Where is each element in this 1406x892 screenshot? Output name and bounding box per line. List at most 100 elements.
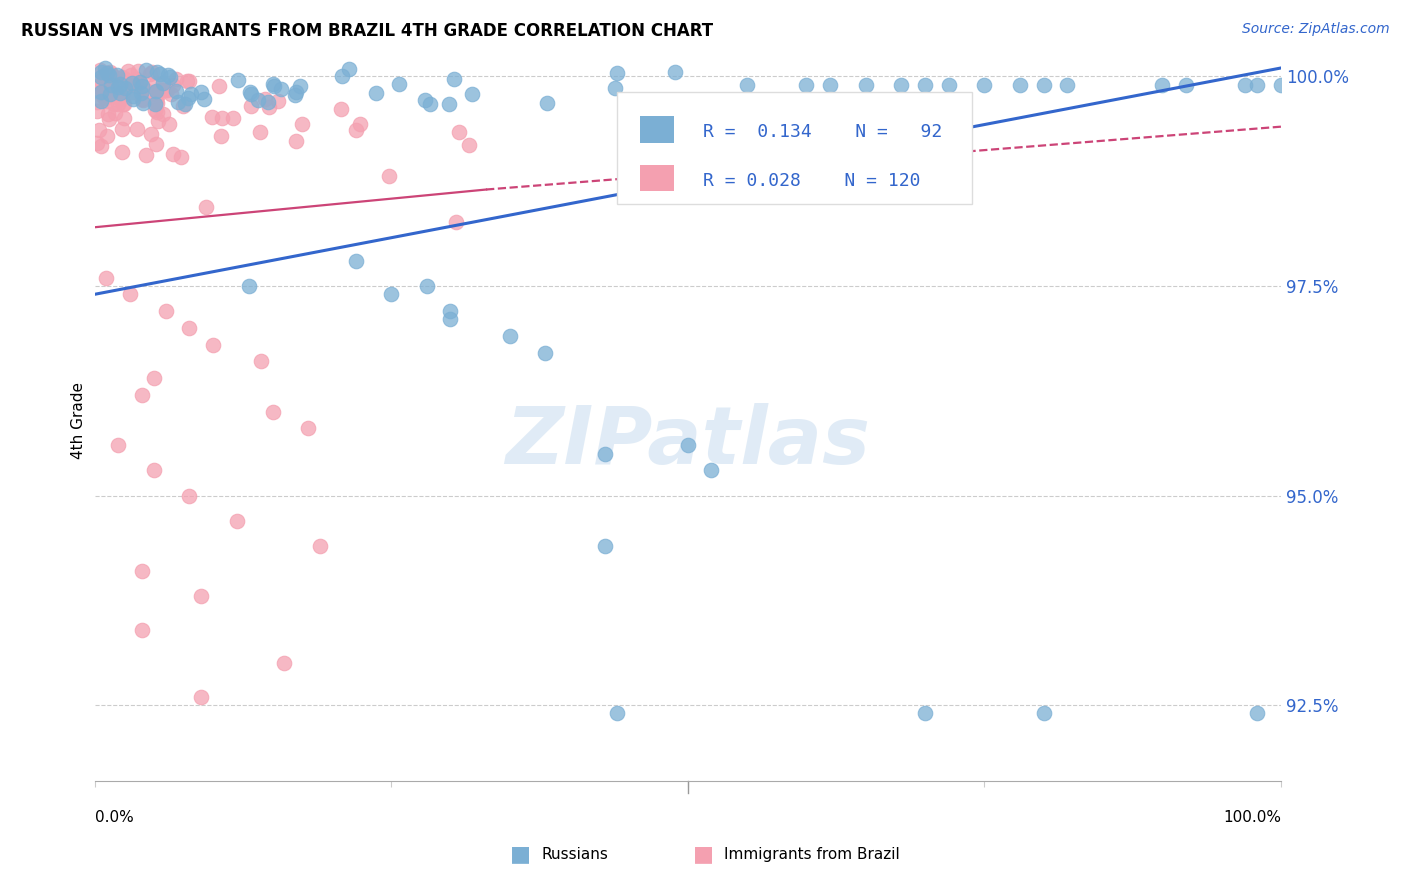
Point [90,70,112,84]
Point [96,94,118,108]
Point [239,87,262,102]
Point [267,94,290,108]
Point [145,84,167,98]
Point [443,71,465,86]
Point [173,97,195,112]
Point [344,122,367,136]
Point [100,78,122,92]
Point [938,78,960,92]
Point [159,87,181,102]
Point [170,150,193,164]
Point [149,67,172,81]
Point [211,112,233,126]
Point [132,79,155,94]
Point [288,79,311,94]
Point [239,99,262,113]
Text: Source: ZipAtlas.com: Source: ZipAtlas.com [1241,22,1389,37]
Point [145,103,167,118]
Point [330,69,353,83]
Point [104,106,127,120]
Point [162,78,184,92]
Point [100,77,122,91]
Point [156,82,179,96]
Bar [617,92,973,203]
Point [131,78,153,93]
Point [90,138,112,153]
Point [239,86,262,100]
Point [141,65,163,79]
Point [380,287,402,301]
Point [155,304,177,318]
Point [605,81,627,95]
Point [146,114,169,128]
Point [263,79,285,94]
Text: ■: ■ [510,845,530,864]
Point [107,80,129,95]
Point [145,95,167,110]
Text: R = 0.028    N = 120: R = 0.028 N = 120 [703,172,921,190]
Point [111,121,134,136]
Point [676,438,699,452]
Point [124,79,146,94]
Point [437,97,460,112]
Point [700,463,723,477]
Point [96,66,118,80]
Point [107,438,129,452]
Point [131,87,153,101]
Point [606,706,628,721]
Point [165,84,187,98]
Point [111,96,134,111]
Point [142,463,165,477]
Point [86,75,108,89]
Point [167,95,190,110]
Point [108,87,131,101]
Point [90,86,112,100]
Point [1032,78,1054,92]
Point [90,84,112,98]
Point [111,70,134,85]
Point [914,706,936,721]
Point [117,63,139,78]
Point [97,81,120,95]
Point [96,270,118,285]
Point [153,83,176,97]
Point [226,73,249,87]
Point [86,103,108,118]
Point [1234,78,1257,92]
Point [285,85,308,99]
Point [238,279,260,293]
Text: ■: ■ [693,845,713,864]
Point [914,78,936,92]
Point [148,83,170,97]
Point [105,68,128,82]
Point [104,70,127,84]
Point [112,86,135,100]
Point [536,96,558,111]
Text: Immigrants from Brazil: Immigrants from Brazil [724,847,900,862]
Bar [640,116,673,143]
Point [221,112,243,126]
Point [138,67,160,81]
Point [606,66,628,80]
Point [1246,706,1268,721]
Point [176,74,198,88]
Point [156,68,179,82]
Point [284,87,307,102]
Point [131,93,153,107]
Point [180,87,202,102]
Point [98,65,121,79]
Point [177,91,200,105]
Point [135,63,157,78]
Point [378,169,401,183]
Point [534,346,557,360]
Point [143,97,166,112]
Point [159,70,181,85]
Point [97,112,120,127]
Point [90,84,112,98]
Point [285,135,308,149]
Text: 0.0%: 0.0% [94,810,134,825]
Point [120,287,142,301]
Point [499,329,522,343]
Point [1056,78,1078,92]
Point [262,78,284,92]
